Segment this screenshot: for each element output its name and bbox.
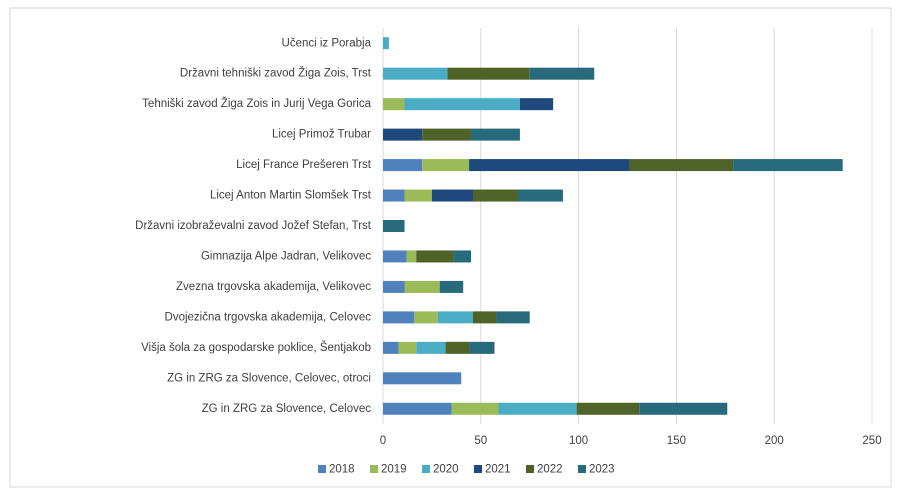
bar-segment (471, 128, 520, 141)
bar-segment (383, 37, 389, 50)
bar-segment (406, 250, 417, 263)
y-tick-label: Državni izobraževalni zavod Jožef Stefan… (135, 220, 372, 232)
bar-segment (383, 250, 407, 263)
bar-segment (445, 341, 470, 354)
bar-segment (629, 159, 734, 172)
legend-label: 2018 (329, 464, 355, 476)
bar-segment (469, 159, 630, 172)
bar-segment (451, 402, 499, 415)
y-tick-label: Državni tehniški zavod Žiga Zois, Trst (180, 67, 372, 80)
bar-segment (404, 189, 432, 202)
legend-swatch (370, 465, 378, 473)
bar-segment (383, 159, 423, 172)
bar-segment (383, 402, 452, 415)
bar-segment (383, 220, 405, 232)
bar-segment (517, 189, 563, 202)
bar-segment (496, 311, 530, 324)
legend-label: 2022 (537, 464, 563, 476)
legend-label: 2020 (433, 464, 459, 476)
y-tick-label: ZG in ZRG za Slovence, Celovec, otroci (167, 372, 371, 384)
bar-segment (383, 189, 405, 202)
bar-segment (472, 189, 518, 202)
y-tick-label: Tehniški zavod Žiga Zois in Jurij Vega G… (142, 97, 371, 110)
bar-segment (383, 280, 405, 293)
bar-segment (414, 311, 438, 324)
y-tick-label: Zvezna trgovska akademija, Velikovec (176, 281, 371, 293)
legend-swatch (422, 465, 430, 473)
y-tick-label: Dvojezična trgovska akademija, Celovec (165, 311, 372, 323)
legend-label: 2019 (381, 464, 407, 476)
bar-segment (422, 128, 472, 141)
y-tick-label: Gimnazija Alpe Jadran, Velikovec (201, 250, 371, 262)
legend-swatch (578, 465, 586, 473)
bar-segment (431, 189, 473, 202)
y-tick-label: Učenci iz Porabja (282, 37, 372, 49)
bar-segment (422, 159, 470, 172)
bar-segment (519, 98, 554, 111)
chart-frame (9, 7, 892, 488)
bar-segment (437, 311, 473, 324)
bar-segment (447, 67, 530, 80)
bar-segment (733, 159, 843, 172)
legend-swatch (474, 465, 482, 473)
bar-segment (383, 128, 423, 141)
y-tick-label: Licej France Prešeren Trst (236, 159, 372, 171)
bar-segment (398, 341, 417, 354)
x-tick-label: 150 (667, 435, 686, 447)
x-tick-label: 200 (765, 435, 784, 447)
legend-label: 2021 (485, 464, 511, 476)
y-tick-label: Licej Primož Trubar (272, 129, 371, 141)
bar-segment (383, 372, 462, 385)
y-tick-label: Licej Anton Martin Slomšek Trst (210, 190, 372, 202)
y-tick-label: Višja šola za gospodarske poklice, Šentj… (141, 341, 371, 354)
bar-segment (383, 98, 405, 111)
bar-segment (404, 98, 520, 111)
bar-segment (498, 402, 577, 415)
bar-segment (416, 341, 446, 354)
bar-segment (639, 402, 728, 415)
y-tick-label: ZG in ZRG za Slovence, Celovec (202, 403, 372, 415)
bar-segment (383, 341, 399, 354)
x-tick-label: 100 (569, 435, 588, 447)
legend-swatch (526, 465, 534, 473)
bar-segment (469, 341, 495, 354)
bar-segment (472, 311, 497, 324)
bar-segment (416, 250, 454, 263)
bar-segment (383, 311, 415, 324)
bar-segment (529, 67, 595, 80)
bar-segment (439, 280, 464, 293)
bar-segment (576, 402, 640, 415)
bar-segment (453, 250, 472, 263)
x-tick-label: 50 (474, 435, 487, 447)
legend-swatch (318, 465, 326, 473)
bar-segment (383, 67, 448, 80)
x-tick-label: 250 (862, 435, 881, 447)
x-tick-label: 0 (380, 435, 386, 447)
legend-label: 2023 (589, 464, 615, 476)
bar-segment (404, 280, 440, 293)
